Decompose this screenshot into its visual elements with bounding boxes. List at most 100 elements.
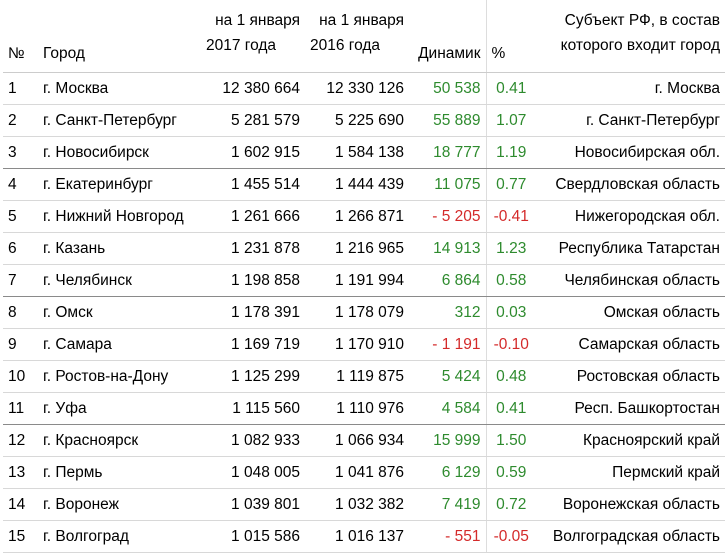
row-dynamic: 18 777 bbox=[409, 136, 486, 169]
row-percent: 1.23 bbox=[485, 232, 536, 265]
row-city: г. Нижний Новгород bbox=[38, 200, 201, 233]
header-2017-line2: 2017 года bbox=[206, 37, 277, 54]
header-2016: на 1 января 2016 года bbox=[305, 0, 409, 73]
header-dynamic: Динамик bbox=[409, 0, 486, 73]
header-pct: % bbox=[485, 0, 536, 73]
row-population-2017: 1 115 560 bbox=[201, 392, 305, 425]
row-number: 15 bbox=[3, 520, 38, 553]
table-row: 6 г. Казань 1 231 878 1 216 965 14 913 1.23 Ре… bbox=[3, 232, 725, 265]
row-population-2017: 1 231 878 bbox=[201, 232, 305, 265]
row-city: г. Красноярск bbox=[38, 424, 201, 457]
row-population-2017: 1 048 005 bbox=[201, 456, 305, 489]
header-2017-line1: на 1 января bbox=[215, 12, 300, 29]
table-row: 8 г. Омск 1 178 391 1 178 079 312 0.03 Омская … bbox=[3, 296, 725, 329]
row-number: 3 bbox=[3, 136, 38, 169]
row-population-2016: 1 016 137 bbox=[305, 520, 409, 553]
row-population-2016: 1 191 994 bbox=[305, 264, 409, 297]
row-city: г. Уфа bbox=[38, 392, 201, 425]
row-number: 9 bbox=[3, 328, 38, 361]
row-number: 11 bbox=[3, 392, 38, 425]
row-city: г. Казань bbox=[38, 232, 201, 265]
row-subject: Волгоградская область bbox=[536, 520, 725, 553]
row-population-2017: 1 455 514 bbox=[201, 168, 305, 201]
row-dynamic: 5 424 bbox=[409, 360, 486, 393]
table-row: 14 г. Воронеж 1 039 801 1 032 382 7 419 0.72 В… bbox=[3, 488, 725, 521]
row-population-2017: 1 169 719 bbox=[201, 328, 305, 361]
row-population-2017: 1 039 801 bbox=[201, 488, 305, 521]
row-number: 2 bbox=[3, 104, 38, 137]
row-city: г. Москва bbox=[38, 72, 201, 105]
row-percent: 0.41 bbox=[485, 72, 536, 105]
table-row: 2 г. Санкт-Петербург 5 281 579 5 225 690 55 … bbox=[3, 104, 725, 137]
row-city: г. Воронеж bbox=[38, 488, 201, 521]
table-row: 13 г. Пермь 1 048 005 1 041 876 6 129 0.59 Пер… bbox=[3, 456, 725, 489]
row-population-2016: 1 216 965 bbox=[305, 232, 409, 265]
row-percent: 1.50 bbox=[485, 424, 536, 457]
header-subject-line1: Субъект РФ, в состав bbox=[564, 12, 720, 29]
row-dynamic: 11 075 bbox=[409, 168, 486, 201]
row-city: г. Волгоград bbox=[38, 520, 201, 553]
row-city: г. Екатеринбург bbox=[38, 168, 201, 201]
row-percent: 0.03 bbox=[485, 296, 536, 329]
row-subject: Воронежская область bbox=[536, 488, 725, 521]
row-percent: 0.58 bbox=[485, 264, 536, 297]
table-row: 7 г. Челябинск 1 198 858 1 191 994 6 864 0.58… bbox=[3, 264, 725, 297]
row-percent: 0.77 bbox=[485, 168, 536, 201]
row-city: г. Ростов-на-Дону bbox=[38, 360, 201, 393]
row-population-2016: 1 170 910 bbox=[305, 328, 409, 361]
row-subject: Свердловская область bbox=[536, 168, 725, 201]
row-population-2016: 1 266 871 bbox=[305, 200, 409, 233]
row-subject: Пермский край bbox=[536, 456, 725, 489]
row-city: г. Санкт-Петербург bbox=[38, 104, 201, 137]
row-city: г. Самара bbox=[38, 328, 201, 361]
row-subject: Нижегородская обл. bbox=[536, 200, 725, 233]
header-2016-line2: 2016 года bbox=[310, 37, 381, 54]
row-population-2016: 1 178 079 bbox=[305, 296, 409, 329]
row-population-2016: 5 225 690 bbox=[305, 104, 409, 137]
header-city: Город bbox=[38, 0, 201, 73]
row-population-2016: 1 444 439 bbox=[305, 168, 409, 201]
row-dynamic: 312 bbox=[409, 296, 486, 329]
row-dynamic: - 551 bbox=[409, 520, 486, 553]
row-subject: Ростовская область bbox=[536, 360, 725, 393]
row-population-2017: 1 602 915 bbox=[201, 136, 305, 169]
row-dynamic: 7 419 bbox=[409, 488, 486, 521]
row-number: 1 bbox=[3, 72, 38, 105]
row-percent: 0.59 bbox=[485, 456, 536, 489]
row-dynamic: - 5 205 bbox=[409, 200, 486, 233]
row-number: 10 bbox=[3, 360, 38, 393]
row-number: 7 bbox=[3, 264, 38, 297]
table-row: 10 г. Ростов-на-Дону 1 125 299 1 119 875 5 4… bbox=[3, 360, 725, 393]
row-subject: Красноярский край bbox=[536, 424, 725, 457]
table-row: 9 г. Самара 1 169 719 1 170 910- 1 191 -0.10… bbox=[3, 328, 725, 361]
table-body: 1 г. Москва 12 380 664 12 330 126 50 538 0.41… bbox=[3, 72, 725, 553]
row-population-2017: 1 015 586 bbox=[201, 520, 305, 553]
row-dynamic: 14 913 bbox=[409, 232, 486, 265]
header-subject: Субъект РФ, в состав которого входит гор… bbox=[536, 0, 725, 73]
row-percent: 0.72 bbox=[485, 488, 536, 521]
row-dynamic: 15 999 bbox=[409, 424, 486, 457]
row-population-2017: 1 198 858 bbox=[201, 264, 305, 297]
row-population-2016: 1 032 382 bbox=[305, 488, 409, 521]
row-population-2017: 1 178 391 bbox=[201, 296, 305, 329]
row-number: 14 bbox=[3, 488, 38, 521]
row-number: 12 bbox=[3, 424, 38, 457]
row-population-2016: 12 330 126 bbox=[305, 72, 409, 105]
row-percent: -0.05 bbox=[485, 520, 536, 553]
row-subject: Омская область bbox=[536, 296, 725, 329]
row-percent: 0.41 bbox=[485, 392, 536, 425]
row-percent: 1.19 bbox=[485, 136, 536, 169]
row-subject: Новосибирская обл. bbox=[536, 136, 725, 169]
header-subject-line2: которого входит город bbox=[560, 37, 720, 54]
row-dynamic: 4 584 bbox=[409, 392, 486, 425]
row-percent: 1.07 bbox=[485, 104, 536, 137]
table-row: 4 г. Екатеринбург 1 455 514 1 444 439 11 075… bbox=[3, 168, 725, 201]
header-row: № Город на 1 января 2017 года на 1 январ… bbox=[3, 0, 725, 73]
row-population-2017: 1 261 666 bbox=[201, 200, 305, 233]
row-dynamic: 6 864 bbox=[409, 264, 486, 297]
row-subject: г. Санкт-Петербург bbox=[536, 104, 725, 137]
header-num: № bbox=[3, 0, 38, 73]
row-number: 5 bbox=[3, 200, 38, 233]
row-dynamic: 50 538 bbox=[409, 72, 486, 105]
table-row: 15 г. Волгоград 1 015 586 1 016 137- 551 -0.… bbox=[3, 520, 725, 553]
